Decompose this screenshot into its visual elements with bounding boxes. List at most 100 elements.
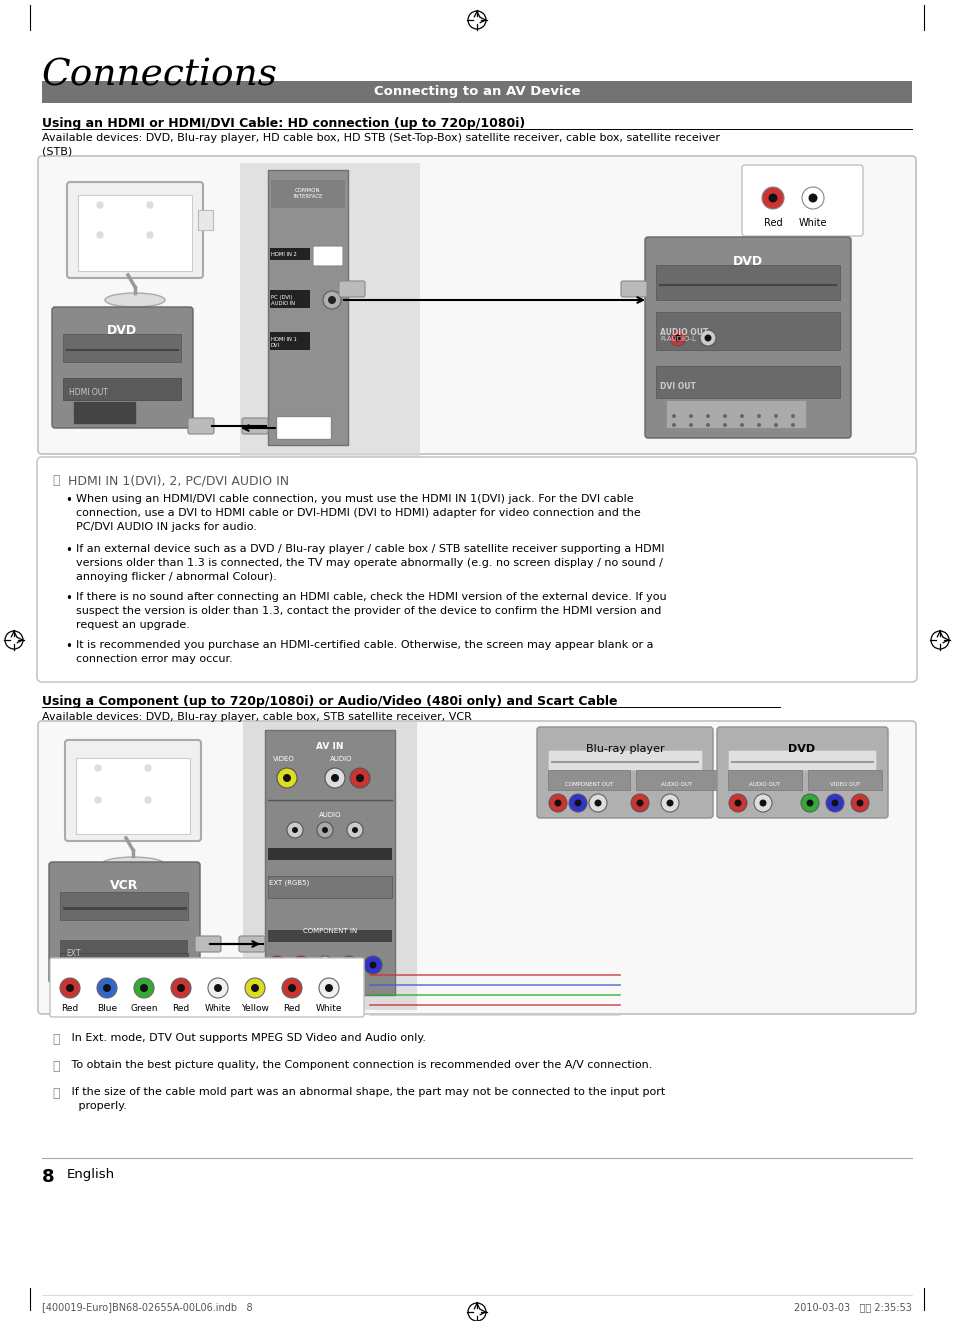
Circle shape (147, 202, 152, 207)
Circle shape (807, 193, 817, 202)
Text: AV IN: AV IN (315, 742, 343, 752)
FancyBboxPatch shape (338, 281, 365, 297)
Text: If there is no sound after connecting an HDMI cable, check the HDMI version of t: If there is no sound after connecting an… (76, 592, 666, 630)
Bar (78, 196, 192, 271)
Circle shape (740, 423, 743, 427)
Circle shape (101, 975, 107, 979)
Ellipse shape (105, 293, 165, 306)
Text: Red: Red (763, 218, 781, 229)
Circle shape (251, 984, 258, 992)
Ellipse shape (102, 857, 164, 871)
Bar (42, 81, 911, 103)
Circle shape (734, 799, 740, 807)
Bar (265, 731, 395, 995)
Circle shape (95, 765, 101, 771)
Text: Yellow: Yellow (241, 1004, 269, 1013)
Text: ⑂: ⑂ (52, 1033, 59, 1046)
Circle shape (97, 978, 117, 997)
Circle shape (66, 984, 74, 992)
Circle shape (856, 799, 862, 807)
Circle shape (768, 193, 777, 202)
Bar (76, 758, 190, 834)
Circle shape (636, 799, 643, 807)
Circle shape (325, 984, 333, 992)
Circle shape (101, 967, 107, 971)
Text: HDMI IN 1(DVI), 2, PC/DVI AUDIO IN: HDMI IN 1(DVI), 2, PC/DVI AUDIO IN (68, 474, 289, 487)
Circle shape (801, 188, 823, 209)
Text: ⑂: ⑂ (52, 1087, 59, 1100)
Text: EXT: EXT (66, 948, 80, 958)
FancyBboxPatch shape (242, 417, 268, 435)
Bar (63, 334, 181, 362)
Text: White: White (315, 1004, 342, 1013)
Circle shape (283, 774, 291, 782)
FancyBboxPatch shape (50, 958, 364, 1017)
Circle shape (773, 413, 778, 417)
Text: PC (DVI)
AUDIO IN: PC (DVI) AUDIO IN (271, 295, 294, 305)
FancyBboxPatch shape (239, 937, 265, 952)
Circle shape (213, 984, 222, 992)
Text: Red: Red (172, 1004, 190, 1013)
Circle shape (118, 975, 123, 979)
Circle shape (773, 423, 778, 427)
FancyBboxPatch shape (741, 165, 862, 236)
Text: Available devices: DVD, Blu-ray player, cable box, STB satellite receiver, VCR: Available devices: DVD, Blu-ray player, … (42, 712, 472, 723)
Circle shape (700, 330, 716, 346)
Text: AUDIO OUT: AUDIO OUT (659, 328, 708, 337)
Circle shape (548, 794, 566, 812)
Text: In Ext. mode, DTV Out supports MPEG SD Video and Audio only.: In Ext. mode, DTV Out supports MPEG SD V… (68, 1033, 426, 1044)
FancyBboxPatch shape (313, 246, 343, 266)
FancyBboxPatch shape (52, 306, 193, 428)
Bar (60, 941, 188, 958)
Text: DVD: DVD (107, 324, 137, 337)
Bar (656, 266, 840, 300)
Text: COMPONENT IN: COMPONENT IN (302, 927, 356, 934)
Circle shape (140, 984, 148, 992)
Circle shape (315, 956, 334, 974)
Circle shape (364, 956, 381, 974)
FancyBboxPatch shape (38, 721, 915, 1015)
Text: EXT (RGB5): EXT (RGB5) (269, 880, 309, 886)
Bar (240, 162, 419, 458)
Circle shape (328, 296, 335, 304)
Circle shape (688, 423, 692, 427)
Bar (60, 892, 188, 919)
Bar (198, 210, 213, 230)
FancyBboxPatch shape (188, 417, 213, 435)
Circle shape (630, 794, 648, 812)
Text: VIDEO OUT: VIDEO OUT (829, 782, 860, 787)
Circle shape (325, 768, 345, 789)
Circle shape (660, 794, 679, 812)
Text: HDMI OUT: HDMI OUT (69, 388, 108, 398)
Circle shape (831, 799, 838, 807)
Text: 8: 8 (42, 1168, 54, 1186)
Circle shape (152, 967, 157, 971)
Bar (656, 366, 840, 398)
Bar (270, 291, 310, 308)
Circle shape (287, 822, 303, 838)
Circle shape (728, 794, 746, 812)
Bar (268, 848, 392, 860)
Bar (268, 930, 392, 942)
Bar (636, 770, 718, 790)
Circle shape (355, 774, 364, 782)
Bar (807, 770, 882, 790)
Text: ⑂: ⑂ (52, 1059, 59, 1073)
Text: AUDIO OUT: AUDIO OUT (749, 782, 780, 787)
Circle shape (722, 423, 726, 427)
Bar (270, 332, 310, 350)
Bar (727, 770, 801, 790)
Circle shape (753, 794, 771, 812)
FancyBboxPatch shape (73, 402, 136, 424)
Text: •: • (65, 592, 71, 605)
Bar (60, 952, 188, 978)
Text: To obtain the best picture quality, the Component connection is recommended over: To obtain the best picture quality, the … (68, 1059, 652, 1070)
Circle shape (135, 967, 140, 971)
Circle shape (352, 827, 357, 834)
Text: If the size of the cable mold part was an abnormal shape, the part may not be co: If the size of the cable mold part was a… (68, 1087, 664, 1111)
Circle shape (103, 984, 111, 992)
Text: English: English (67, 1168, 115, 1181)
Circle shape (323, 291, 340, 309)
Text: Red: Red (283, 1004, 300, 1013)
Bar (547, 770, 629, 790)
